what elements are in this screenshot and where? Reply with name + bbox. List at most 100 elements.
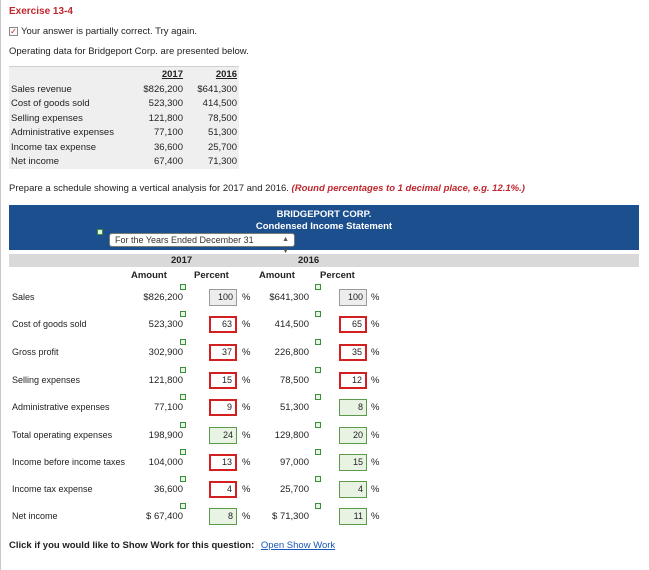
- amount-2017: 302,900: [148, 347, 183, 358]
- percent-sign: %: [242, 375, 251, 386]
- op-value-2017: 36,600: [153, 141, 183, 153]
- amount-2017: 523,300: [148, 319, 183, 330]
- period-select[interactable]: For the Years Ended December 31 ▲ ▼: [109, 233, 295, 255]
- op-label: Net income: [11, 156, 60, 168]
- answer-flag-icon: [180, 503, 186, 509]
- schedule-row: Total operating expenses 198,900 24% 129,80…: [9, 422, 639, 447]
- col-amount-2016: Amount: [259, 270, 295, 281]
- amount-2017: 36,600: [153, 484, 183, 495]
- answer-flag-icon: [180, 394, 186, 400]
- schedule-row: Income before income taxes 104,000 13% 97,0…: [9, 449, 639, 474]
- amount-2017: $826,200: [143, 292, 183, 303]
- percent-2016-input[interactable]: 20: [339, 427, 367, 444]
- answer-flag-icon: [180, 422, 186, 428]
- percent-sign: %: [371, 319, 380, 330]
- answer-flag-icon: [97, 229, 103, 235]
- percent-2016-input[interactable]: 15: [339, 454, 367, 471]
- percent-sign: %: [242, 347, 251, 358]
- percent-2017-input[interactable]: 37: [209, 344, 237, 361]
- schedule-header: BRIDGEPORT CORP. Condensed Income Statem…: [9, 205, 639, 255]
- percent-2017-input[interactable]: 8: [209, 508, 237, 525]
- amount-2016: $641,300: [269, 292, 309, 303]
- row-label: Income before income taxes: [12, 457, 126, 467]
- year-2016-label: 2016: [298, 255, 320, 266]
- op-year-2017: 2017: [161, 69, 183, 80]
- percent-2017-input[interactable]: 63: [209, 316, 237, 333]
- op-value-2016: 414,500: [202, 98, 237, 110]
- percent-2016-input[interactable]: 35: [339, 344, 367, 361]
- answer-flag-icon: [180, 476, 186, 482]
- percent-sign: %: [242, 484, 251, 495]
- answer-flag-icon: [315, 311, 321, 317]
- percent-2016-input[interactable]: 100: [339, 289, 367, 306]
- answer-flag-icon: [180, 311, 186, 317]
- percent-2016-input[interactable]: 65: [339, 316, 367, 333]
- col-amount-2017: Amount: [131, 270, 167, 281]
- answer-flag-icon: [315, 367, 321, 373]
- percent-sign: %: [371, 457, 380, 468]
- percent-2016-input[interactable]: 8: [339, 399, 367, 416]
- op-label: Sales revenue: [11, 83, 72, 95]
- amount-2016: 414,500: [274, 319, 309, 330]
- answer-flag-icon: [180, 284, 186, 290]
- row-label: Selling expenses: [12, 375, 81, 385]
- amount-2016: 25,700: [279, 484, 309, 495]
- footer-text: Click if you would like to Show Work for…: [9, 540, 255, 551]
- instruction-text: Prepare a schedule showing a vertical an…: [9, 183, 289, 194]
- answer-flag-icon: [315, 449, 321, 455]
- schedule-row: Selling expenses 121,800 15% 78,500 12%: [9, 367, 639, 392]
- status-text: Your answer is partially correct. Try ag…: [21, 26, 198, 37]
- schedule-row: Income tax expense 36,600 4% 25,700 4%: [9, 476, 639, 501]
- show-work-footer: Click if you would like to Show Work for…: [9, 540, 335, 551]
- answer-flag-icon: [315, 476, 321, 482]
- answer-flag-icon: [315, 339, 321, 345]
- amount-2016: 78,500: [279, 375, 309, 386]
- percent-2016-input[interactable]: 4: [339, 481, 367, 498]
- answer-flag-icon: [180, 339, 186, 345]
- op-value-2016: 71,300: [207, 156, 237, 168]
- percent-sign: %: [371, 430, 380, 441]
- amount-2017: 77,100: [153, 402, 183, 413]
- open-show-work-link[interactable]: Open Show Work: [260, 540, 336, 551]
- col-percent-2016: Percent: [320, 270, 355, 281]
- op-value-2016: $641,300: [197, 83, 237, 95]
- percent-sign: %: [242, 319, 251, 330]
- op-value-2017: 121,800: [148, 112, 183, 124]
- row-label: Gross profit: [12, 347, 59, 357]
- operating-data-row: Sales revenue $826,200 $641,300: [9, 82, 239, 97]
- year-2017-label: 2017: [171, 255, 193, 266]
- answer-flag-icon: [315, 422, 321, 428]
- instruction-round: (Round percentages to 1 decimal place, e…: [291, 183, 525, 194]
- percent-2016-input[interactable]: 11: [339, 508, 367, 525]
- op-value-2017: 523,300: [148, 98, 183, 110]
- percent-sign: %: [242, 292, 251, 303]
- row-label: Sales: [12, 292, 35, 302]
- status-message: ✓ Your answer is partially correct. Try …: [9, 26, 197, 37]
- percent-2017-input[interactable]: 24: [209, 427, 237, 444]
- percent-2017-input[interactable]: 9: [209, 399, 237, 416]
- period-select-value: For the Years Ended December 31: [115, 235, 254, 245]
- percent-2017-input[interactable]: 15: [209, 372, 237, 389]
- percent-sign: %: [242, 457, 251, 468]
- percent-2017-input[interactable]: 4: [209, 481, 237, 498]
- col-percent-2017: Percent: [194, 270, 229, 281]
- row-label: Income tax expense: [12, 484, 93, 494]
- row-label: Total operating expenses: [12, 430, 113, 440]
- percent-2017-input[interactable]: 13: [209, 454, 237, 471]
- operating-data-row: Administrative expenses 77,100 51,300: [9, 126, 239, 141]
- percent-sign: %: [242, 430, 251, 441]
- percent-sign: %: [371, 375, 380, 386]
- percent-2016-input[interactable]: 12: [339, 372, 367, 389]
- percent-sign: %: [371, 347, 380, 358]
- percent-sign: %: [242, 402, 251, 413]
- amount-2016: $ 71,300: [272, 511, 309, 522]
- exercise-title: Exercise 13-4: [9, 6, 73, 17]
- op-value-2016: 78,500: [207, 112, 237, 124]
- percent-2017-input[interactable]: 100: [209, 289, 237, 306]
- select-arrows-icon: ▲ ▼: [282, 236, 289, 255]
- row-label: Cost of goods sold: [12, 319, 87, 329]
- answer-flag-icon: [180, 367, 186, 373]
- op-year-2016: 2016: [215, 69, 237, 80]
- op-value-2017: $826,200: [143, 83, 183, 95]
- instruction: Prepare a schedule showing a vertical an…: [9, 183, 525, 194]
